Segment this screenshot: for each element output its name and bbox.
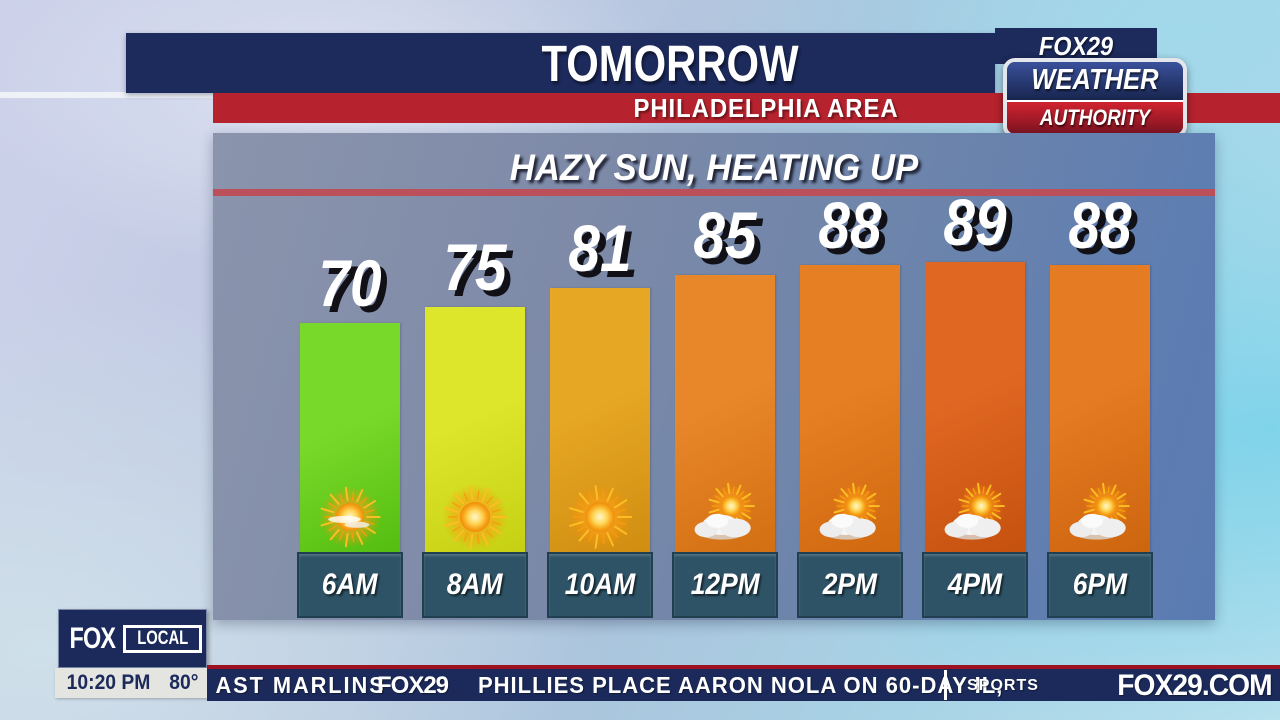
time-box: 10AM [547, 552, 653, 618]
time-label: 6AM [322, 568, 378, 601]
temp-label: 70 [318, 246, 382, 320]
sun-cloud-icon [932, 478, 1018, 556]
sun-icon [432, 478, 518, 556]
sun-cloud-icon [807, 478, 893, 556]
ticker-headline: PHILLIES PLACE AARON NOLA ON 60-DAY IL, [477, 672, 1004, 698]
time-label: 6PM [1072, 568, 1128, 601]
network-logo: FOX29 [1038, 31, 1114, 61]
time-box: 12PM [672, 552, 778, 618]
time-label: 2PM [822, 568, 878, 601]
badge-weather-label: WEATHER [1031, 64, 1159, 96]
ticker-divider [944, 670, 947, 700]
temp-label: 81 [568, 211, 632, 285]
ticker-left-text: AST MARLINS [215, 672, 386, 698]
temp-label: 75 [443, 230, 507, 304]
header-accent-line [0, 92, 214, 98]
headline-divider [213, 189, 1215, 196]
sun-cloud-icon [1057, 478, 1143, 556]
badge-top-section [1007, 62, 1183, 102]
current-temp: 80° [168, 671, 199, 694]
ticker-top-rule [207, 665, 1280, 669]
page-subtitle: PHILADELPHIA AREA [633, 93, 899, 123]
time-box: 6AM [297, 552, 403, 618]
sun-icon [557, 478, 643, 556]
temp-label: 89 [943, 185, 1007, 259]
weather-authority-badge: WEATHER AUTHORITY [1003, 58, 1187, 138]
badge-authority-label: AUTHORITY [1039, 105, 1151, 130]
badge-bottom-section [1007, 101, 1183, 134]
ticker-website: FOX29.COM [1117, 669, 1272, 702]
time-box: 2PM [797, 552, 903, 618]
fox-local-logo: FOX LOCAL [58, 609, 207, 668]
time-temp-bug: 10:20 PM 80° [55, 668, 207, 698]
ticker-network-logo: FOX29 [377, 672, 449, 699]
current-time: 10:20 PM [66, 671, 150, 694]
forecast-headline: HAZY SUN, HEATING UP [509, 147, 919, 188]
temp-label: 85 [693, 198, 757, 272]
time-box: 6PM [1047, 552, 1153, 618]
time-label: 4PM [947, 568, 1003, 601]
page-title: TOMORROW [541, 35, 799, 92]
temp-label: 88 [1068, 188, 1132, 262]
ticker-section-label: SPORTS [967, 677, 1039, 694]
fox-local-local-text: LOCAL [136, 627, 188, 649]
time-box: 4PM [922, 552, 1028, 618]
sports-ticker [207, 669, 1280, 701]
temp-label: 88 [818, 188, 882, 262]
header-banner [126, 33, 995, 93]
time-label: 8AM [447, 568, 503, 601]
time-box: 8AM [422, 552, 528, 618]
time-label: 10AM [564, 568, 636, 601]
hazy-sun-icon [307, 478, 393, 556]
fox-local-fox-text: FOX [69, 621, 116, 655]
sun-cloud-icon [682, 478, 768, 556]
fox-local-box: LOCAL [122, 624, 203, 653]
time-label: 12PM [690, 568, 760, 601]
